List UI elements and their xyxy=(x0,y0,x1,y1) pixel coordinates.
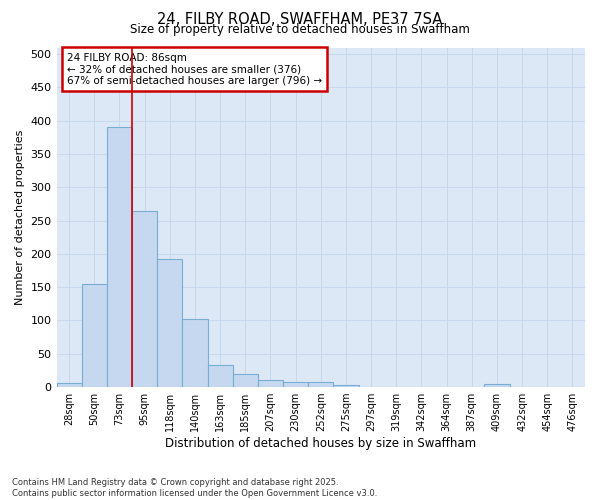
Bar xyxy=(208,365,233,387)
Bar xyxy=(82,284,107,387)
Bar xyxy=(308,382,334,387)
Bar xyxy=(334,385,359,387)
Bar xyxy=(484,384,509,387)
Bar xyxy=(56,383,82,387)
Bar xyxy=(157,259,182,387)
Text: 24, FILBY ROAD, SWAFFHAM, PE37 7SA: 24, FILBY ROAD, SWAFFHAM, PE37 7SA xyxy=(157,12,443,28)
Bar xyxy=(233,374,258,387)
Text: 24 FILBY ROAD: 86sqm
← 32% of detached houses are smaller (376)
67% of semi-deta: 24 FILBY ROAD: 86sqm ← 32% of detached h… xyxy=(67,52,322,86)
Bar xyxy=(132,210,157,387)
Bar xyxy=(107,128,132,387)
Text: Contains HM Land Registry data © Crown copyright and database right 2025.
Contai: Contains HM Land Registry data © Crown c… xyxy=(12,478,377,498)
Text: Size of property relative to detached houses in Swaffham: Size of property relative to detached ho… xyxy=(130,22,470,36)
Bar xyxy=(258,380,283,387)
X-axis label: Distribution of detached houses by size in Swaffham: Distribution of detached houses by size … xyxy=(165,437,476,450)
Y-axis label: Number of detached properties: Number of detached properties xyxy=(15,130,25,305)
Bar xyxy=(283,382,308,387)
Bar xyxy=(182,319,208,387)
